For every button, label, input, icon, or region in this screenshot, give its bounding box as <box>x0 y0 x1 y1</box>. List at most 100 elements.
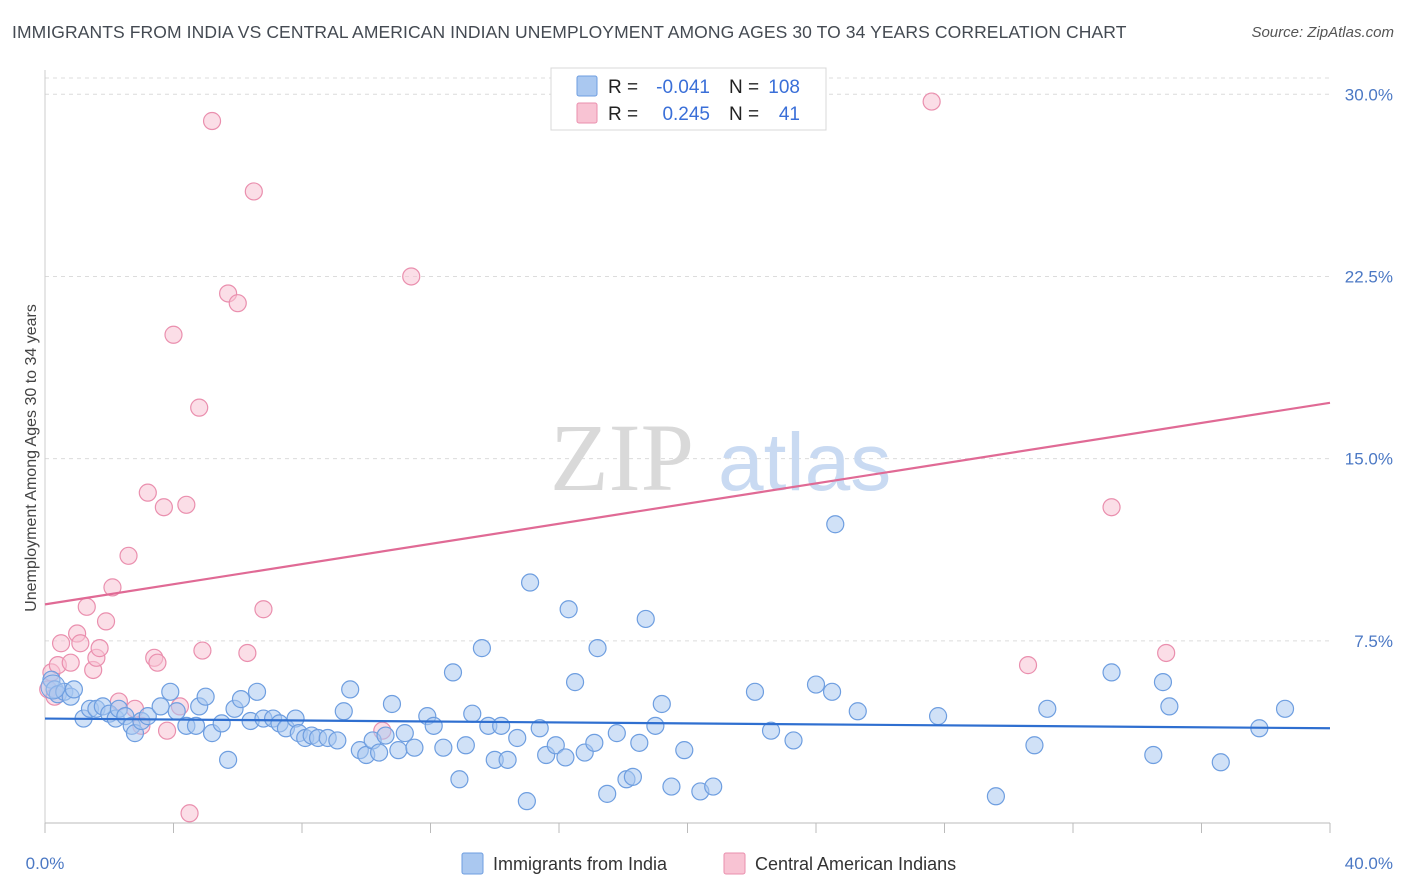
india-point-93 <box>806 675 826 694</box>
india-point-79 <box>607 724 626 743</box>
cai-point-19 <box>148 653 167 672</box>
cai-point-11 <box>96 612 116 631</box>
cai-point-4 <box>61 653 80 672</box>
india-point-72 <box>556 748 575 767</box>
india-point-74 <box>565 673 585 692</box>
cai-point-26 <box>190 398 209 417</box>
bottom-legend-label-cai: Central American Indians <box>755 854 956 874</box>
india-point-cluster <box>40 674 66 700</box>
cai-point-36 <box>922 92 941 111</box>
cai-point-30 <box>228 294 247 313</box>
cai-point-31 <box>238 643 257 663</box>
india-point-67 <box>517 792 536 811</box>
legend-r-label-india: R = <box>608 77 638 98</box>
india-point-48 <box>370 743 389 762</box>
india-point-66 <box>508 728 527 748</box>
india-point-57 <box>443 663 463 682</box>
grid-lines <box>45 77 1330 642</box>
cai-point-22 <box>164 325 183 344</box>
cai-point-21 <box>157 721 177 740</box>
india-point-44 <box>341 680 360 699</box>
y-tick-label-1: 15.0% <box>1345 450 1393 469</box>
watermark-zip: ZIP <box>550 404 694 511</box>
legend-box: R = -0.041 N = 108 R = 0.245 N = 41 <box>550 67 827 131</box>
india-point-26 <box>212 714 231 733</box>
india-point-59 <box>456 736 475 755</box>
india-point-24 <box>196 687 215 706</box>
india-point-97 <box>928 707 948 726</box>
india-point-91 <box>761 721 781 740</box>
legend-n-label-india: N = <box>729 77 759 98</box>
india-point-105 <box>1211 753 1230 772</box>
cai-point-33 <box>254 600 273 619</box>
india-point-19 <box>161 682 180 701</box>
india-point-76 <box>585 733 604 752</box>
legend-r-label-cai: R = <box>608 104 638 125</box>
legend-r-value-india: -0.041 <box>656 77 710 98</box>
cai-point-27 <box>193 641 212 660</box>
cai-point-10 <box>90 639 109 658</box>
india-point-73 <box>559 600 578 619</box>
india-point-102 <box>1144 745 1163 765</box>
cai-point-28 <box>202 111 222 131</box>
x-tick-labels: 0.0% 40.0% <box>26 854 1393 873</box>
y-tick-label-3: 30.0% <box>1345 85 1393 104</box>
india-point-65 <box>498 750 517 769</box>
india-trend-line <box>44 717 1331 730</box>
india-point-49 <box>376 726 395 745</box>
cai-point-38 <box>1102 498 1121 517</box>
x-tick-label-0: 0.0% <box>26 854 65 873</box>
cai-point-12 <box>103 578 122 597</box>
india-point-50 <box>382 694 402 714</box>
watermark-atlas: atlas <box>718 417 891 508</box>
india-point-86 <box>662 777 681 796</box>
india-point-92 <box>784 731 803 750</box>
india-point-51 <box>389 741 408 760</box>
india-point-95 <box>826 515 845 534</box>
india-point-42 <box>328 731 347 750</box>
cai-point-39 <box>1157 643 1176 663</box>
india-point-82 <box>630 733 649 752</box>
watermark: ZIP atlas <box>550 404 891 511</box>
india-point-81 <box>623 767 642 786</box>
cai-point-24 <box>177 495 196 514</box>
cai-point-6 <box>71 634 90 653</box>
india-point-20 <box>167 702 186 721</box>
india-point-99 <box>1025 736 1044 755</box>
india-point-53 <box>405 738 424 757</box>
y-tick-labels: 7.5% 15.0% 22.5% 30.0% <box>1345 85 1393 651</box>
legend-swatch-cai <box>576 102 598 124</box>
series-immigrants-from-india <box>40 515 1295 811</box>
cai-point-7 <box>77 597 96 616</box>
india-point-83 <box>636 609 655 629</box>
cai-point-3 <box>51 634 71 653</box>
india-point-101 <box>1102 663 1121 682</box>
india-point-61 <box>472 639 491 658</box>
trend-lines <box>44 401 1331 730</box>
india-point-60 <box>463 704 482 723</box>
india-point-94 <box>822 682 842 701</box>
x-tick-label-1: 40.0% <box>1345 854 1393 873</box>
india-point-69 <box>530 719 549 738</box>
cai-point-14 <box>119 546 138 565</box>
india-point-71 <box>546 736 565 755</box>
india-point-43 <box>334 702 353 721</box>
india-point-84 <box>646 716 665 735</box>
india-point-87 <box>675 741 694 760</box>
india-point-55 <box>424 716 443 735</box>
india-point-104 <box>1160 697 1179 716</box>
india-point-18 <box>151 697 170 716</box>
india-point-22 <box>186 716 206 735</box>
india-point-98 <box>986 787 1006 806</box>
india-point-68 <box>520 573 540 592</box>
india-point-52 <box>395 724 414 743</box>
legend-swatch-india <box>576 75 598 97</box>
y-axis-label: Unemployment Among Ages 30 to 34 years <box>23 304 40 612</box>
india-point-77 <box>588 639 607 658</box>
india-point-5 <box>64 680 84 699</box>
chart-source: Source: ZipAtlas.com <box>1251 24 1394 41</box>
bottom-legend-swatch-india <box>461 852 484 875</box>
india-point-90 <box>745 682 765 701</box>
chart-title: IMMIGRANTS FROM INDIA VS CENTRAL AMERICA… <box>12 22 1127 42</box>
